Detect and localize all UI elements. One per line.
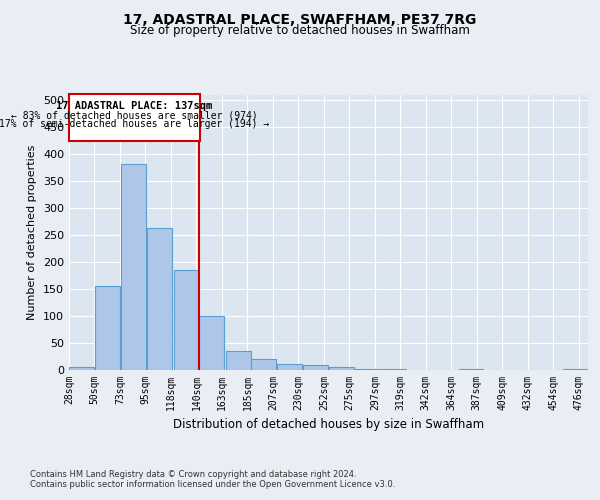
Y-axis label: Number of detached properties: Number of detached properties [28,145,37,320]
Bar [173,270,199,370]
Bar [226,351,251,370]
Bar [251,359,276,370]
Bar [199,316,224,370]
Text: Size of property relative to detached houses in Swaffham: Size of property relative to detached ho… [130,24,470,37]
Text: 17, ADASTRAL PLACE, SWAFFHAM, PE37 7RG: 17, ADASTRAL PLACE, SWAFFHAM, PE37 7RG [124,12,476,26]
Text: 17 ADASTRAL PLACE: 137sqm: 17 ADASTRAL PLACE: 137sqm [56,101,212,111]
Bar [121,164,146,370]
Text: ← 83% of detached houses are smaller (974): ← 83% of detached houses are smaller (97… [11,110,258,120]
Bar [304,365,328,370]
Text: Contains public sector information licensed under the Open Government Licence v3: Contains public sector information licen… [30,480,395,489]
Text: 17% of semi-detached houses are larger (194) →: 17% of semi-detached houses are larger (… [0,120,269,130]
Bar [147,228,172,370]
Bar [329,367,353,370]
Text: Contains HM Land Registry data © Crown copyright and database right 2024.: Contains HM Land Registry data © Crown c… [30,470,356,479]
Bar [69,368,94,370]
Bar [355,369,380,370]
Bar [95,286,119,370]
Bar [277,364,302,370]
X-axis label: Distribution of detached houses by size in Swaffham: Distribution of detached houses by size … [173,418,484,432]
FancyBboxPatch shape [69,94,200,141]
